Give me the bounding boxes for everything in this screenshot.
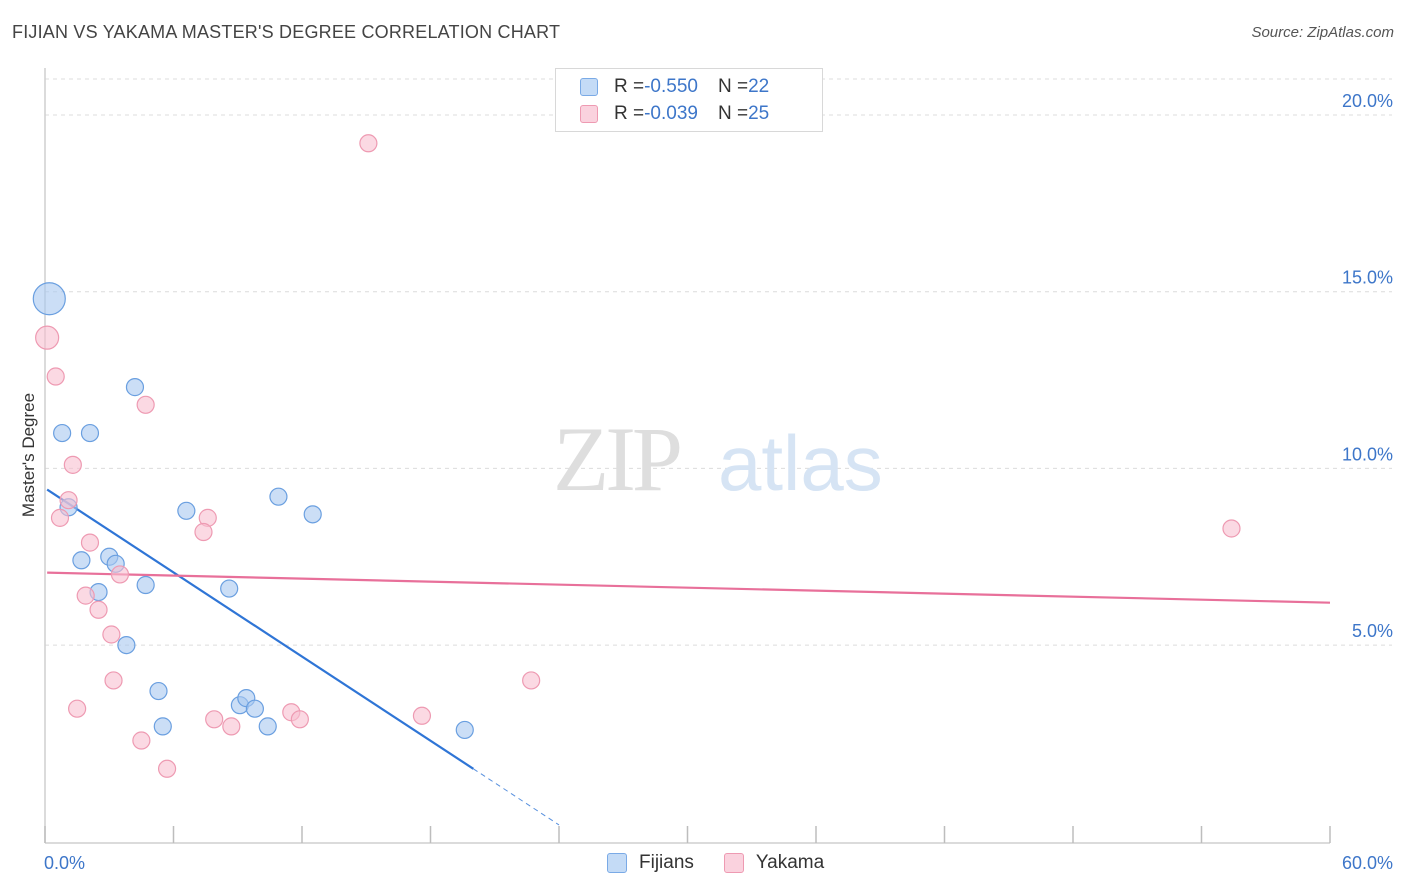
point-yakama: [359, 134, 378, 153]
y-tick-label: 15.0%: [1342, 268, 1393, 288]
watermark-zip: ZIP: [553, 408, 680, 510]
legend-row-fijians: R = -0.550 N = 22: [580, 74, 769, 100]
legend-r-value: -0.550: [644, 76, 698, 97]
point-yakama: [205, 710, 224, 729]
yakama-swatch: [723, 853, 744, 873]
data-points: [32, 134, 1241, 778]
legend-r-label: R =: [614, 103, 645, 124]
series-legend: Fijians Yakama: [607, 852, 854, 874]
yakama-label: Yakama: [755, 852, 825, 873]
legend-item-fijians[interactable]: Fijians: [607, 852, 694, 874]
point-yakama: [68, 699, 87, 718]
point-yakama: [522, 671, 541, 690]
legend-r-value: -0.039: [644, 103, 698, 124]
x-tick-label-max: 60.0%: [1342, 853, 1393, 873]
legend-swatch-fijians: [580, 78, 598, 96]
legend-n-value: 25: [748, 103, 770, 124]
point-yakama: [59, 491, 78, 510]
point-yakama: [132, 731, 151, 750]
point-fijians: [72, 551, 91, 570]
point-fijians: [117, 635, 136, 655]
point-yakama: [46, 367, 65, 386]
point-fijians: [53, 423, 72, 443]
point-yakama: [1222, 519, 1241, 538]
point-yakama: [89, 600, 108, 619]
point-fijians: [258, 717, 277, 736]
point-fijians: [455, 720, 474, 740]
point-yakama: [102, 625, 121, 644]
point-yakama: [412, 706, 432, 725]
point-fijians: [269, 487, 288, 506]
watermark: ZIP atlas: [553, 408, 883, 510]
point-yakama: [194, 522, 213, 542]
y-axis-label: Master's Degree: [19, 393, 38, 517]
point-fijians: [125, 378, 145, 397]
source-label: Source: ZipAtlas.com: [1251, 24, 1394, 41]
point-yakama: [290, 710, 309, 729]
trend-extension-fijians: [473, 768, 560, 826]
point-yakama: [157, 759, 177, 778]
legend-n-label: N =: [717, 76, 749, 97]
point-yakama: [222, 717, 241, 736]
tick-labels: 5.0% 10.0% 15.0% 20.0% 0.0% 60.0%: [44, 91, 1393, 873]
legend-n-label: N =: [717, 103, 749, 124]
point-fijians: [32, 282, 66, 316]
trend-line-fijians: [46, 488, 474, 770]
point-fijians: [303, 505, 322, 524]
x-tick-label-min: 0.0%: [44, 853, 85, 873]
point-fijians: [149, 681, 168, 701]
legend-item-yakama[interactable]: Yakama: [723, 852, 825, 874]
point-yakama: [35, 325, 60, 350]
trend-line-yakama: [47, 571, 1331, 604]
point-yakama: [110, 565, 130, 584]
point-fijians: [153, 717, 172, 736]
point-yakama: [136, 395, 155, 414]
point-fijians: [245, 699, 264, 718]
point-yakama: [50, 508, 70, 527]
gridlines: [45, 78, 1392, 646]
trend-lines: [46, 488, 1331, 826]
legend-n-value: 22: [748, 76, 770, 97]
point-yakama: [104, 671, 123, 690]
legend-r-label: R =: [614, 76, 645, 97]
point-yakama: [63, 455, 82, 474]
point-yakama: [80, 533, 100, 552]
legend-row-yakama: R = -0.039 N = 25: [580, 101, 769, 127]
correlation-legend: R = -0.550 N = 22 R = -0.039 N = 25: [555, 68, 823, 132]
fijians-label: Fijians: [639, 852, 694, 873]
point-fijians: [136, 575, 155, 595]
legend-swatch-yakama: [580, 105, 598, 123]
point-yakama: [76, 586, 95, 605]
chart-title: FIJIAN VS YAKAMA MASTER'S DEGREE CORRELA…: [12, 22, 561, 42]
y-tick-label: 5.0%: [1352, 621, 1393, 641]
watermark-atlas: atlas: [718, 419, 883, 507]
y-tick-label: 10.0%: [1342, 444, 1393, 464]
point-fijians: [177, 501, 196, 520]
point-fijians: [80, 423, 100, 443]
point-fijians: [220, 579, 239, 598]
fijians-swatch: [607, 853, 627, 873]
axes: [44, 68, 1331, 844]
y-tick-label: 20.0%: [1342, 91, 1393, 111]
